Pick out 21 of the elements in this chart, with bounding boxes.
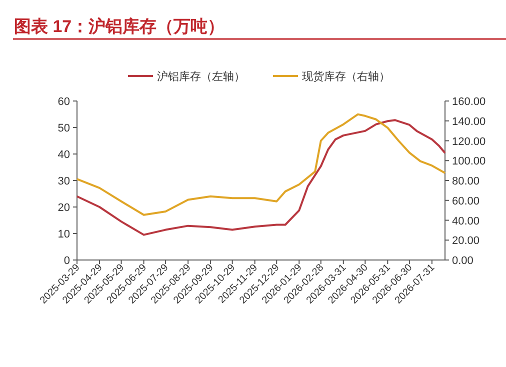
y2-tick-label: 0.00 [452, 255, 474, 267]
y-tick-label: 10 [58, 228, 70, 240]
y-tick-label: 20 [58, 202, 70, 214]
y-tick-label: 30 [58, 176, 70, 188]
y2-tick-label: 120.00 [452, 136, 486, 148]
y2-tick-label: 80.00 [452, 176, 480, 188]
y2-tick-label: 20.00 [452, 235, 480, 248]
y2-tick-label: 60.00 [452, 195, 480, 208]
y-tick-label: 50 [58, 122, 70, 134]
legend-label: 现货库存（右轴） [302, 70, 390, 83]
legend-label: 沪铝库存（左轴） [157, 70, 245, 83]
y-tick-label: 40 [58, 149, 70, 161]
y2-tick-label: 100.00 [452, 156, 486, 168]
line-series [76, 113, 446, 216]
chart-title: 图表 17：沪铝库存（万吨） [14, 17, 225, 36]
y-tick-label: 60 [58, 96, 70, 108]
y2-tick-label: 140.00 [452, 116, 486, 128]
y2-tick-label: 160.00 [452, 96, 486, 108]
y-tick-label: 0 [64, 255, 70, 267]
y2-tick-label: 40.00 [452, 215, 480, 228]
line-series [76, 119, 446, 236]
